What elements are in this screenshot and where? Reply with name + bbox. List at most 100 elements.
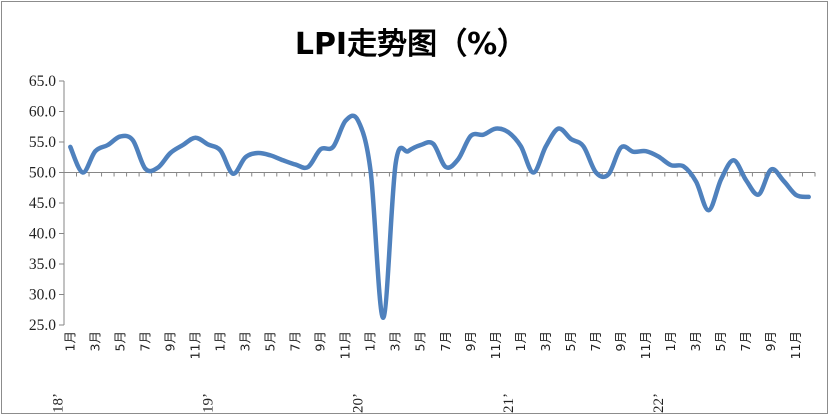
y-tick-label: 45.0 xyxy=(29,195,56,212)
data-point xyxy=(506,130,510,134)
x-tick-label: 11月 xyxy=(638,331,653,359)
x-tick-label: 11月 xyxy=(488,331,503,359)
data-point xyxy=(306,165,310,169)
data-point xyxy=(394,161,398,165)
x-tick-label: 11月 xyxy=(788,331,803,359)
x-axis: 1月 3月 5月 7月 9月 11月 1月 3月 5月 7月 9月 11月 1月 3月 5月 7月 9月 11月 1… xyxy=(50,172,816,413)
data-point xyxy=(294,163,298,167)
data-point xyxy=(581,144,585,148)
data-point xyxy=(569,137,573,141)
y-tick-label: 25.0 xyxy=(29,317,56,334)
data-point xyxy=(719,177,723,181)
y-tick-label: 30.0 xyxy=(29,287,56,304)
series-group xyxy=(68,113,811,320)
data-point xyxy=(81,171,85,175)
y-axis: 25.0 30.0 35.0 40.0 45.0 50.0 55.0 60.0 65.0 xyxy=(29,73,65,334)
data-point xyxy=(607,172,611,176)
x-tick-label: 9月 xyxy=(763,331,778,351)
data-point xyxy=(344,119,348,123)
x-tick-label: 9月 xyxy=(313,331,328,351)
data-point xyxy=(769,168,773,172)
data-point xyxy=(757,193,761,197)
data-point xyxy=(519,144,523,148)
x-tick-label: 7月 xyxy=(137,331,152,351)
data-point xyxy=(556,127,560,131)
year-label: 20’ xyxy=(351,393,367,413)
data-point xyxy=(156,166,160,170)
data-point xyxy=(481,133,485,137)
data-point xyxy=(356,119,360,123)
data-point xyxy=(106,143,110,147)
x-tick-label: 9月 xyxy=(463,331,478,351)
data-point xyxy=(807,195,811,199)
data-point xyxy=(682,164,686,168)
data-point xyxy=(732,158,736,162)
data-point xyxy=(594,171,598,175)
data-point xyxy=(619,146,623,150)
x-tick-label: 1月 xyxy=(363,331,378,351)
data-point xyxy=(68,145,72,149)
y-tick-label: 35.0 xyxy=(29,256,56,273)
x-tick-label: 5月 xyxy=(413,331,428,351)
data-point xyxy=(193,136,197,140)
data-point xyxy=(782,179,786,183)
data-point xyxy=(431,142,435,146)
data-point xyxy=(494,127,498,131)
x-tick-label: 7月 xyxy=(738,331,753,351)
data-point xyxy=(131,138,135,142)
data-point xyxy=(657,155,661,159)
x-tick-label: 3月 xyxy=(87,331,102,351)
x-tick-label: 1月 xyxy=(62,331,77,351)
x-tick-label: 7月 xyxy=(588,331,603,351)
x-tick-label: 5月 xyxy=(713,331,728,351)
data-point xyxy=(231,172,235,176)
data-point xyxy=(794,193,798,197)
data-point xyxy=(281,158,285,162)
y-tick-label: 40.0 xyxy=(29,226,56,243)
data-point xyxy=(381,316,385,320)
year-label: 21’ xyxy=(501,393,517,413)
x-tick-label: 1月 xyxy=(513,331,528,351)
data-point xyxy=(694,180,698,184)
data-point xyxy=(168,151,172,155)
data-point xyxy=(419,143,423,147)
data-point xyxy=(118,135,122,139)
data-point xyxy=(469,134,473,138)
data-point xyxy=(707,208,711,212)
year-label: 22’ xyxy=(651,393,667,413)
data-point xyxy=(444,165,448,169)
data-point xyxy=(531,171,535,175)
data-point xyxy=(93,149,97,153)
data-point xyxy=(632,150,636,154)
x-tick-label: 3月 xyxy=(538,331,553,351)
data-point xyxy=(544,144,548,148)
data-point xyxy=(669,163,673,167)
x-tick-label: 9月 xyxy=(162,331,177,351)
x-tick-label: 7月 xyxy=(288,331,303,351)
x-tick-label: 3月 xyxy=(237,331,252,351)
x-tick-label: 5月 xyxy=(112,331,127,351)
year-label: 18’ xyxy=(50,393,66,413)
data-point xyxy=(406,149,410,153)
data-point xyxy=(219,149,223,153)
x-tick-label: 1月 xyxy=(663,331,678,351)
data-point xyxy=(269,153,273,157)
y-tick-label: 60.0 xyxy=(29,104,56,121)
x-tick-label: 7月 xyxy=(438,331,453,351)
chart-title: LPI走势图（%） xyxy=(295,27,527,62)
x-tick-label: 5月 xyxy=(563,331,578,351)
y-tick-label: 65.0 xyxy=(29,73,56,90)
lpi-series-line xyxy=(68,113,811,320)
data-point xyxy=(456,157,460,161)
data-point xyxy=(369,170,373,174)
x-tick-label: 11月 xyxy=(187,331,202,359)
x-tick-label: 3月 xyxy=(688,331,703,351)
year-label: 19’ xyxy=(200,393,216,413)
data-point xyxy=(331,145,335,149)
y-tick-label: 55.0 xyxy=(29,134,56,151)
data-point xyxy=(143,167,147,171)
y-tick-label: 50.0 xyxy=(29,165,56,182)
data-point xyxy=(244,155,248,159)
